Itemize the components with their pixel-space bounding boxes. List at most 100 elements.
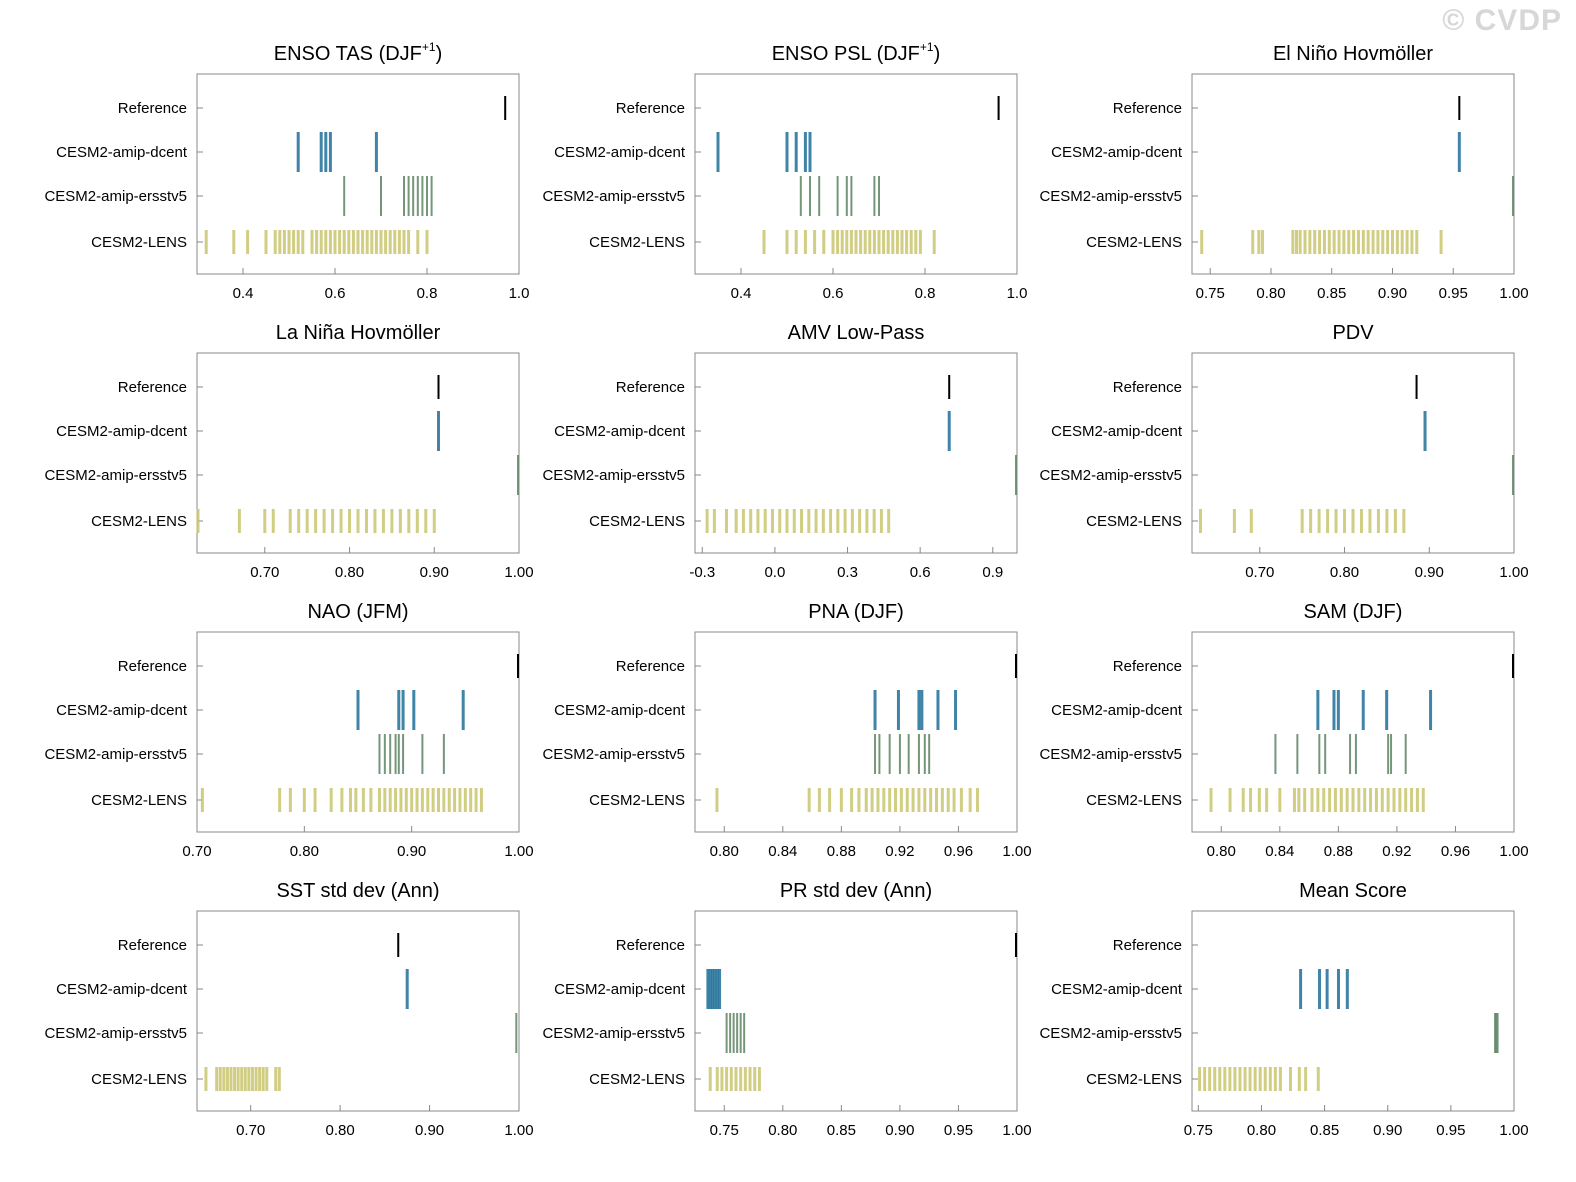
- x-tick-label: 0.6: [325, 285, 346, 302]
- data-mark: [886, 230, 890, 254]
- panel-5: AMV Low-Pass Reference CESM2-amip-dcent CES…: [542, 322, 1018, 581]
- panel-title: PDV: [1332, 322, 1374, 344]
- data-mark: [287, 230, 291, 254]
- x-tick-label: 1.0: [509, 285, 530, 302]
- data-mark: [708, 969, 712, 1009]
- data-mark: [1274, 734, 1277, 774]
- data-mark: [243, 1067, 247, 1091]
- data-mark: [403, 176, 405, 216]
- row-label: CESM2-amip-dcent: [1051, 702, 1183, 719]
- plot-frame: [196, 352, 520, 554]
- data-mark: [416, 176, 419, 216]
- data-mark: [920, 690, 924, 730]
- data-mark: [1258, 1067, 1262, 1091]
- data-mark: [319, 230, 323, 254]
- data-mark: [732, 1013, 735, 1053]
- data-mark: [872, 509, 876, 533]
- data-mark: [319, 132, 323, 172]
- panel-6: PDV Reference CESM2-amip-dcent CESM2-amip-e…: [1039, 322, 1528, 581]
- data-mark: [839, 788, 843, 812]
- cvdp-watermark: © CVDP: [1442, 4, 1562, 37]
- row-label: CESM2-amip-ersstv5: [542, 467, 685, 484]
- data-mark: [1345, 969, 1349, 1009]
- data-mark: [407, 509, 411, 533]
- data-mark: [1415, 375, 1418, 399]
- data-mark: [412, 690, 416, 730]
- data-mark: [292, 230, 296, 254]
- x-tick-label: 0.70: [1245, 564, 1274, 581]
- data-mark: [313, 788, 317, 812]
- data-mark: [274, 1067, 278, 1091]
- x-tick-label: 1.00: [504, 843, 533, 860]
- data-mark: [479, 788, 483, 812]
- data-mark: [817, 788, 821, 812]
- data-mark: [1294, 230, 1298, 254]
- data-mark: [1361, 690, 1365, 730]
- data-mark: [229, 1067, 233, 1091]
- data-mark: [1288, 1067, 1292, 1091]
- data-mark: [415, 509, 419, 533]
- data-mark: [712, 509, 716, 533]
- data-mark: [898, 734, 901, 774]
- x-tick-label: 0.3: [837, 564, 858, 581]
- panel-4: La Niña Hovmöller Reference CESM2-amip-dce…: [44, 322, 533, 581]
- data-mark: [840, 230, 844, 254]
- row-label: CESM2-amip-dcent: [554, 423, 686, 440]
- data-mark: [314, 509, 318, 533]
- data-mark: [394, 788, 398, 812]
- data-mark: [379, 230, 383, 254]
- data-mark: [347, 230, 351, 254]
- x-tick-label: 0.75: [1184, 1122, 1213, 1139]
- x-tick-label: 0.90: [885, 1122, 914, 1139]
- data-mark: [711, 969, 715, 1009]
- data-mark: [388, 788, 392, 812]
- data-mark: [273, 230, 277, 254]
- panel-3: El Niño Hovmöller Reference CESM2-amip-dce…: [1039, 43, 1528, 302]
- data-mark: [342, 230, 346, 254]
- data-mark: [1374, 788, 1378, 812]
- data-mark: [836, 509, 840, 533]
- data-mark: [857, 788, 861, 812]
- data-mark: [923, 788, 927, 812]
- data-mark: [743, 1067, 747, 1091]
- data-mark: [1404, 734, 1407, 774]
- data-mark: [1318, 230, 1322, 254]
- data-mark: [935, 788, 938, 812]
- data-mark: [1303, 788, 1307, 812]
- data-mark: [725, 1013, 728, 1053]
- data-mark: [1322, 788, 1326, 812]
- data-mark: [813, 230, 817, 254]
- data-mark: [246, 230, 250, 254]
- title-end: ): [934, 43, 941, 65]
- data-mark: [870, 788, 874, 812]
- x-tick-label: 0.95: [1439, 285, 1468, 302]
- data-mark: [271, 509, 275, 533]
- x-tick-label: 0.80: [335, 564, 364, 581]
- x-tick-label: 0.95: [944, 1122, 973, 1139]
- row-label: CESM2-amip-ersstv5: [1039, 467, 1182, 484]
- data-mark: [715, 969, 719, 1009]
- data-mark: [412, 176, 415, 216]
- data-mark: [917, 788, 921, 812]
- data-mark: [302, 788, 306, 812]
- data-mark: [952, 788, 956, 812]
- data-mark: [397, 230, 401, 254]
- data-mark: [946, 788, 950, 812]
- data-mark: [380, 176, 382, 216]
- data-mark: [785, 132, 789, 172]
- data-mark: [404, 788, 408, 812]
- data-mark: [1457, 132, 1461, 172]
- data-mark: [374, 132, 378, 172]
- data-mark: [708, 1067, 712, 1091]
- panel-title: ENSO PSL (DJF+1): [772, 40, 941, 65]
- data-mark: [1292, 788, 1296, 812]
- row-label: Reference: [118, 658, 187, 675]
- data-mark: [836, 176, 839, 216]
- data-mark: [739, 1013, 742, 1053]
- data-mark: [864, 788, 868, 812]
- data-mark: [739, 1067, 743, 1091]
- data-mark: [1015, 654, 1017, 678]
- plot-frame: [196, 631, 520, 833]
- data-mark: [405, 969, 409, 1009]
- data-mark: [911, 788, 915, 812]
